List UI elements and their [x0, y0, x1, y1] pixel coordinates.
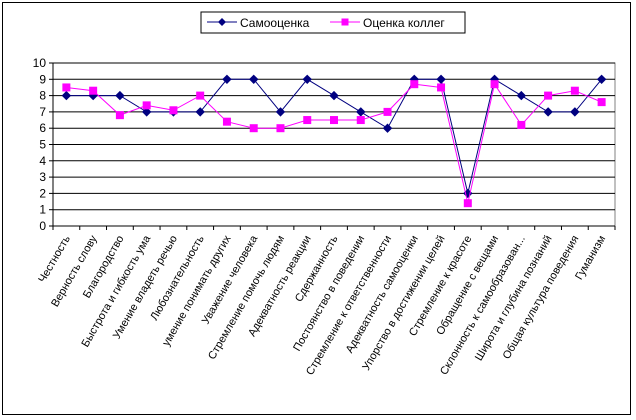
y-tick-label: 3 — [39, 170, 46, 184]
data-point-self-assessment — [141, 107, 152, 117]
data-point-self-assessment — [249, 74, 259, 85]
y-tick-label: 5 — [39, 138, 46, 152]
data-point-peer-assessment — [303, 116, 312, 125]
data-point-self-assessment — [195, 107, 205, 117]
y-tick-label: 0 — [39, 219, 46, 233]
data-point-self-assessment — [570, 107, 580, 117]
data-point-peer-assessment — [383, 107, 392, 116]
data-point-peer-assessment — [463, 199, 472, 208]
data-point-self-assessment — [543, 107, 553, 117]
data-point-self-assessment — [356, 107, 366, 117]
data-point-peer-assessment — [570, 86, 579, 95]
legend-marker-peer-assessment — [341, 18, 349, 26]
data-point-self-assessment — [275, 107, 286, 117]
data-point-self-assessment — [436, 74, 446, 85]
data-point-self-assessment — [382, 123, 393, 133]
data-point-peer-assessment — [89, 86, 98, 95]
y-tick-label: 8 — [39, 89, 46, 103]
data-point-self-assessment — [329, 90, 339, 101]
y-tick-label: 6 — [39, 121, 46, 135]
y-tick-label: 10 — [33, 56, 47, 70]
data-point-peer-assessment — [410, 80, 419, 89]
data-point-self-assessment — [302, 74, 312, 85]
data-point-self-assessment — [222, 74, 232, 85]
data-point-peer-assessment — [115, 111, 124, 120]
data-point-peer-assessment — [169, 106, 178, 115]
data-point-peer-assessment — [142, 101, 151, 110]
data-point-peer-assessment — [356, 116, 365, 125]
legend: Самооценка Оценка коллег — [200, 11, 466, 34]
data-point-peer-assessment — [249, 124, 258, 133]
data-point-peer-assessment — [276, 124, 285, 133]
data-point-peer-assessment — [517, 120, 526, 129]
y-tick-label: 2 — [39, 186, 46, 200]
data-point-self-assessment — [596, 74, 607, 85]
y-tick-label: 7 — [39, 105, 46, 119]
y-tick-label: 9 — [39, 72, 46, 86]
data-point-peer-assessment — [490, 80, 499, 89]
legend-marker-self-assessment — [218, 18, 226, 26]
data-point-peer-assessment — [222, 117, 231, 126]
legend-label-peer-assessment: Оценка коллег — [363, 16, 445, 30]
data-point-self-assessment — [516, 90, 527, 101]
data-point-peer-assessment — [62, 83, 71, 92]
y-tick-label: 1 — [39, 203, 46, 217]
data-point-peer-assessment — [544, 91, 553, 100]
data-point-peer-assessment — [196, 91, 205, 100]
legend-label-self-assessment: Самооценка — [240, 16, 310, 30]
data-point-self-assessment — [115, 90, 125, 101]
data-point-peer-assessment — [330, 116, 338, 125]
y-tick-label: 4 — [39, 154, 46, 168]
data-point-peer-assessment — [437, 83, 446, 92]
data-point-peer-assessment — [597, 98, 606, 107]
data-point-self-assessment — [61, 90, 72, 101]
